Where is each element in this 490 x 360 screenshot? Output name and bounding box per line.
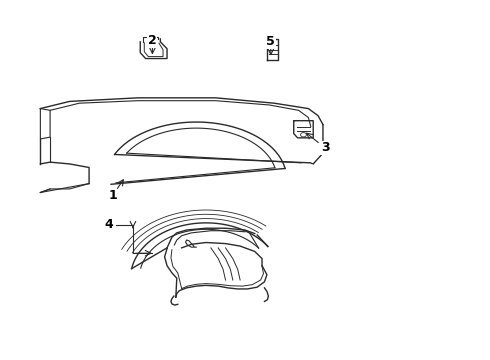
Text: 4: 4 — [104, 218, 113, 231]
Text: 2: 2 — [148, 34, 157, 47]
Text: 1: 1 — [108, 189, 117, 202]
Text: 3: 3 — [321, 141, 330, 154]
Text: 5: 5 — [267, 35, 275, 48]
